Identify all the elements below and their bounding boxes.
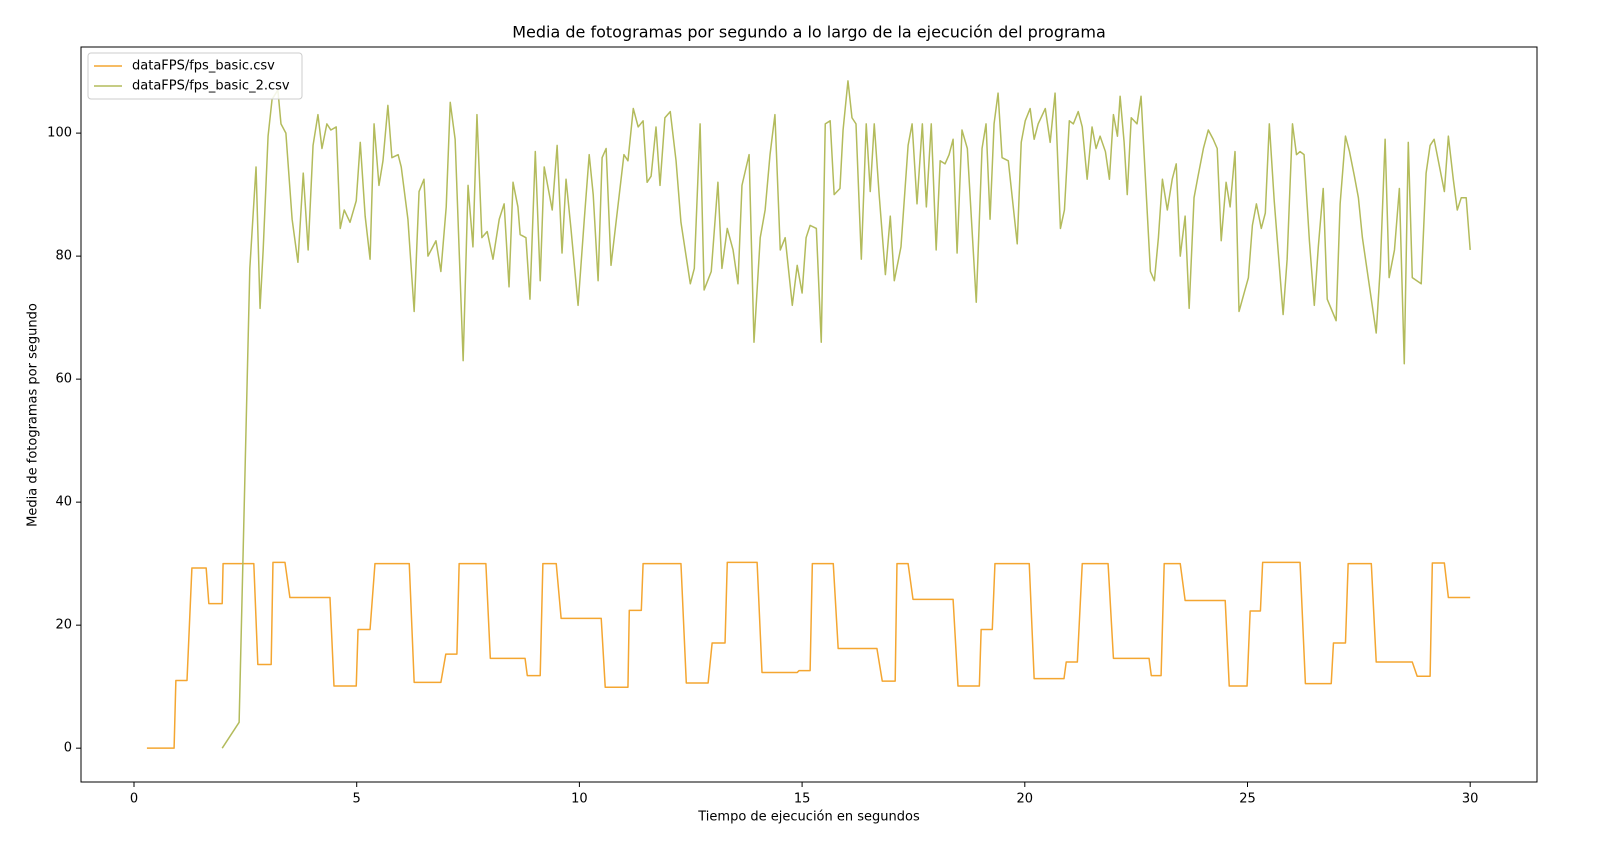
line-series (221, 80, 1471, 749)
plot-area (146, 80, 1471, 749)
line-series (146, 561, 1471, 749)
x-tick-label: 5 (353, 792, 361, 807)
y-tick-label: 20 (55, 618, 72, 633)
legend: dataFPS/fps_basic.csv dataFPS/fps_basic_2… (87, 52, 303, 100)
y-tick-label: 40 (55, 495, 72, 510)
y-axis-label: Media de fotogramas por segundo (26, 303, 41, 527)
y-tick-label: 100 (47, 126, 72, 141)
x-tick-label: 10 (571, 792, 588, 807)
plot-frame (80, 46, 1538, 783)
y-tick-label: 0 (64, 741, 72, 756)
x-tick-label: 15 (794, 792, 811, 807)
x-axis-label: Tiempo de ejecución en segundos (697, 810, 920, 825)
legend-label: dataFPS/fps_basic_2.csv (132, 79, 290, 94)
x-tick-label: 30 (1462, 792, 1479, 807)
legend-label: dataFPS/fps_basic.csv (132, 59, 275, 74)
x-tick-label: 20 (1017, 792, 1034, 807)
x-tick-label: 25 (1239, 792, 1256, 807)
y-tick-label: 60 (55, 372, 72, 387)
chart-title: Media de fotogramas por segundo a lo lar… (512, 23, 1106, 42)
x-tick-label: 0 (130, 792, 138, 807)
legend-box (87, 52, 303, 100)
y-tick-label: 80 (55, 249, 72, 264)
